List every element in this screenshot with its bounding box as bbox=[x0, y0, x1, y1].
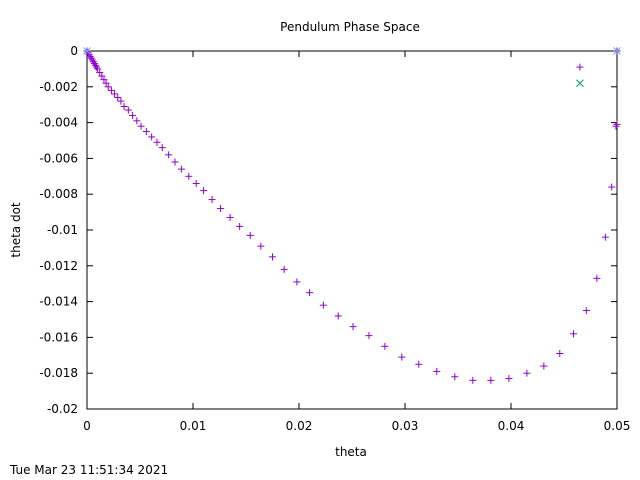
chart-title: Pendulum Phase Space bbox=[280, 20, 420, 34]
data-point bbox=[334, 312, 342, 320]
timestamp: Tue Mar 23 11:51:34 2021 bbox=[10, 463, 169, 477]
data-point bbox=[608, 183, 616, 191]
data-point bbox=[505, 375, 513, 383]
data-point bbox=[93, 63, 101, 71]
data-point bbox=[90, 60, 98, 68]
data-point bbox=[137, 122, 145, 130]
data-point bbox=[111, 90, 119, 98]
data-point bbox=[217, 205, 225, 213]
data-point bbox=[185, 172, 193, 180]
data-point bbox=[208, 196, 216, 204]
x-axis-label: theta bbox=[335, 445, 367, 459]
x-tick-label: 0.03 bbox=[392, 419, 419, 433]
data-point bbox=[117, 97, 125, 105]
data-point bbox=[107, 86, 115, 94]
data-point bbox=[104, 83, 112, 91]
data-point bbox=[87, 54, 95, 62]
data-point bbox=[89, 58, 97, 66]
x-tick-label: 0 bbox=[83, 419, 91, 433]
y-tick-label: 0 bbox=[70, 44, 78, 58]
data-point bbox=[100, 76, 108, 84]
data-point bbox=[381, 342, 389, 350]
data-point bbox=[158, 144, 166, 152]
data-point bbox=[85, 51, 93, 59]
y-tick-label: -0.004 bbox=[39, 116, 78, 130]
data-point bbox=[88, 56, 96, 64]
data-point bbox=[280, 265, 288, 273]
data-point bbox=[98, 72, 106, 80]
data-point bbox=[114, 94, 122, 102]
x-tick-label: 0.01 bbox=[180, 419, 207, 433]
data-point bbox=[613, 47, 621, 55]
x-tick-label: 0.04 bbox=[498, 419, 525, 433]
x-tick-label: 0.05 bbox=[604, 419, 631, 433]
data-point bbox=[165, 151, 173, 159]
y-axis: 0 -0.002 -0.004 -0.006 -0.008 -0.01 -0.012 -0.0… bbox=[39, 44, 617, 416]
data-point bbox=[124, 106, 132, 114]
data-point bbox=[306, 289, 314, 297]
data-point bbox=[293, 278, 301, 286]
data-point bbox=[142, 128, 150, 136]
data-point bbox=[96, 68, 104, 76]
data-point bbox=[102, 79, 110, 87]
data-point bbox=[236, 222, 244, 230]
data-point bbox=[433, 367, 441, 375]
data-point bbox=[226, 213, 234, 221]
data-point bbox=[487, 376, 495, 384]
y-tick-label: -0.018 bbox=[39, 366, 78, 380]
data-point bbox=[246, 231, 254, 239]
data-points bbox=[83, 47, 621, 384]
data-point bbox=[94, 65, 102, 73]
data-point bbox=[148, 133, 156, 141]
data-point bbox=[451, 373, 459, 381]
data-point bbox=[469, 376, 477, 384]
data-point bbox=[582, 307, 590, 315]
data-point bbox=[576, 79, 584, 88]
plot-area bbox=[86, 50, 618, 410]
data-point bbox=[612, 122, 620, 130]
y-tick-label: -0.008 bbox=[39, 187, 78, 201]
data-point bbox=[601, 233, 609, 241]
y-tick-label: -0.01 bbox=[47, 223, 78, 237]
data-point bbox=[415, 360, 423, 368]
y-tick-label: -0.006 bbox=[39, 151, 78, 165]
data-point bbox=[257, 242, 265, 250]
y-tick-label: -0.002 bbox=[39, 80, 78, 94]
data-point bbox=[83, 47, 91, 55]
data-point bbox=[613, 120, 621, 128]
y-axis-label: theta dot bbox=[9, 202, 23, 258]
y-tick-label: -0.012 bbox=[39, 259, 78, 273]
data-point bbox=[171, 158, 179, 166]
data-point bbox=[133, 117, 141, 125]
data-point bbox=[129, 111, 137, 119]
data-point bbox=[177, 165, 185, 173]
data-point bbox=[200, 187, 208, 195]
data-point bbox=[192, 179, 200, 187]
data-point bbox=[269, 253, 276, 261]
data-point bbox=[556, 350, 564, 358]
data-point bbox=[319, 301, 327, 309]
y-tick-label: -0.02 bbox=[47, 402, 78, 416]
data-point bbox=[91, 61, 99, 69]
y-tick-label: -0.014 bbox=[39, 295, 78, 309]
data-point bbox=[120, 102, 128, 110]
x-tick-label: 0.02 bbox=[286, 419, 313, 433]
data-point bbox=[576, 63, 584, 71]
data-point bbox=[593, 274, 601, 282]
data-point bbox=[153, 138, 161, 146]
data-point bbox=[570, 330, 578, 338]
x-axis: 0 0.01 0.02 0.03 0.04 0.05 bbox=[83, 51, 630, 433]
data-point bbox=[523, 369, 531, 377]
y-tick-label: -0.016 bbox=[39, 330, 78, 344]
data-point bbox=[349, 323, 357, 331]
data-point bbox=[365, 332, 373, 340]
data-point bbox=[540, 362, 548, 370]
data-point bbox=[398, 353, 406, 361]
plot-frame bbox=[86, 50, 618, 410]
